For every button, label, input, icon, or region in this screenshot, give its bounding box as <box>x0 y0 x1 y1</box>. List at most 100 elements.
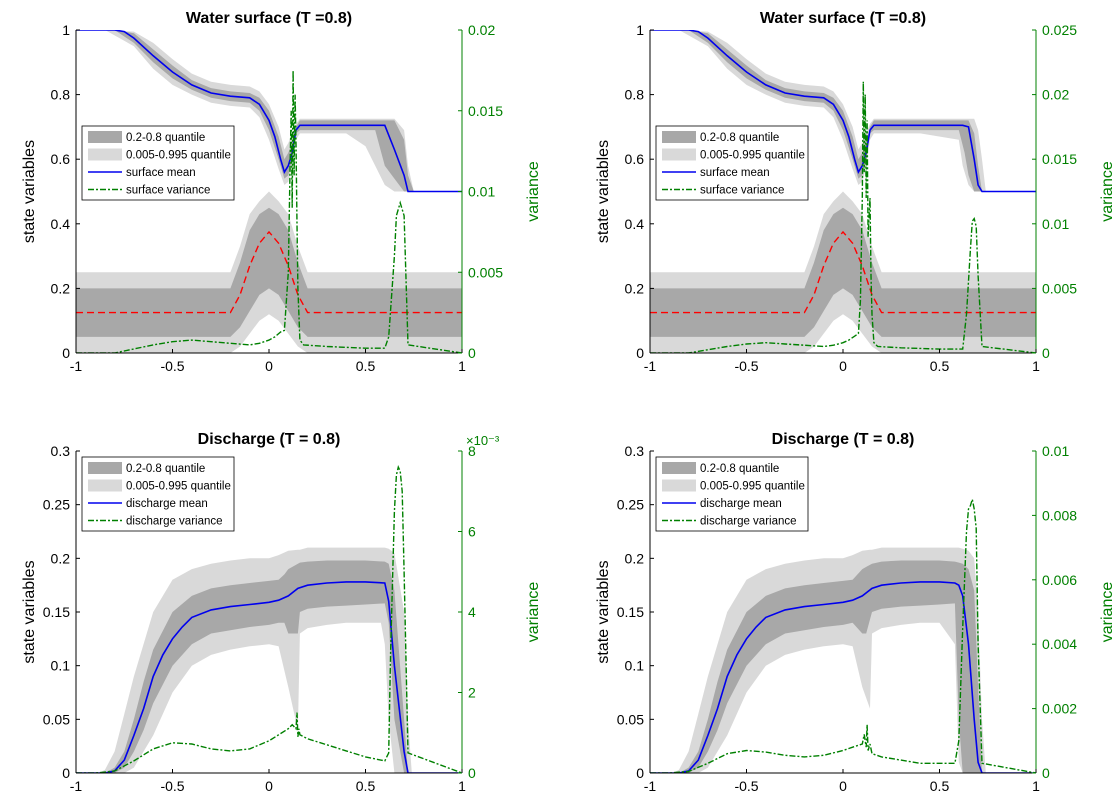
legend-label: surface mean <box>126 167 196 179</box>
y2-tick-label: 0 <box>468 345 476 361</box>
y-tick-label: 0.25 <box>617 497 644 513</box>
legend-label: 0.005-0.995 quantile <box>126 481 231 493</box>
mean-line <box>650 581 1036 773</box>
legend-label: discharge mean <box>700 498 782 510</box>
y2-axis-label: variance <box>525 582 542 643</box>
chart-title: Water surface (T =0.8) <box>186 10 352 27</box>
y2-tick-label: 0.015 <box>468 103 503 119</box>
legend-swatch <box>88 131 122 143</box>
y2-tick-label: 6 <box>468 524 476 540</box>
y-tick-label: 0.8 <box>625 87 645 103</box>
y-tick-label: 0.8 <box>51 87 71 103</box>
y-tick-label: 0 <box>62 345 70 361</box>
x-tick-label: -1 <box>70 358 83 374</box>
y-axis-label: state variables <box>21 140 38 243</box>
y2-tick-label: 2 <box>468 685 476 701</box>
variance-line <box>650 499 1036 773</box>
x-tick-label: -0.5 <box>734 778 758 794</box>
surface-band-inner <box>76 30 462 192</box>
legend-label: 0.005-0.995 quantile <box>126 150 231 162</box>
y-tick-label: 0.1 <box>625 658 645 674</box>
x-tick-label: -1 <box>70 778 83 794</box>
legend-label: discharge variance <box>700 516 797 528</box>
legend-swatch <box>88 148 122 161</box>
y-tick-label: 0.05 <box>43 711 70 727</box>
legend-swatch <box>662 148 696 161</box>
chart-panel-3: -1 -0.5 0 0.5 100.050.10.150.20.250.302468×1… <box>21 431 542 794</box>
legend-swatch <box>662 131 696 143</box>
x-tick-label: -1 <box>644 358 657 374</box>
y2-axis-label: variance <box>1099 161 1116 222</box>
surface-band-inner <box>650 30 1036 192</box>
x-tick-label: -0.5 <box>160 358 184 374</box>
legend-label: surface mean <box>700 167 770 179</box>
legend-label: surface variance <box>700 185 784 197</box>
surface-band-inner <box>650 560 1036 773</box>
x-tick-label: 1 <box>458 778 466 794</box>
legend-label: 0.005-0.995 quantile <box>700 150 805 162</box>
y-tick-label: 0.2 <box>625 550 645 566</box>
y2-tick-label: 0 <box>468 765 476 781</box>
mean-line <box>76 581 462 773</box>
y-tick-label: 0.6 <box>625 151 645 167</box>
y2-tick-label: 0.02 <box>468 22 495 38</box>
y2-tick-label: 0.015 <box>1042 151 1077 167</box>
y-axis-label: state variables <box>21 560 38 663</box>
y-tick-label: 0.2 <box>51 550 71 566</box>
y-tick-label: 0.2 <box>625 280 645 296</box>
chart-title: Water surface (T =0.8) <box>760 10 926 27</box>
y2-tick-label: 0.005 <box>1042 280 1077 296</box>
x-tick-label: 1 <box>1032 778 1040 794</box>
y2-tick-label: 0.01 <box>1042 216 1069 232</box>
y-axis-label: state variables <box>595 140 612 243</box>
legend-label: surface variance <box>126 185 210 197</box>
legend-label: 0.2-0.8 quantile <box>700 463 779 475</box>
legend-swatch <box>662 479 696 492</box>
y2-tick-label: 0 <box>1042 345 1050 361</box>
bathymetry-band-inner <box>650 207 1036 337</box>
bathymetry-band-inner <box>76 207 462 337</box>
plot-area <box>650 499 1036 773</box>
y-tick-label: 0.15 <box>617 604 644 620</box>
legend-swatch <box>88 462 122 474</box>
y2-tick-label: 0 <box>1042 765 1050 781</box>
plot-area <box>650 30 1036 353</box>
y-tick-label: 0 <box>636 345 644 361</box>
y2-exponent-label: ×10⁻³ <box>466 433 500 448</box>
legend: 0.2-0.8 quantile 0.005-0.995 quantile surf… <box>655 125 809 201</box>
y2-tick-label: 0.01 <box>1042 443 1069 459</box>
mean-line <box>650 30 1036 193</box>
y2-tick-label: 0.02 <box>1042 87 1069 103</box>
y2-tick-label: 8 <box>468 443 476 459</box>
y-tick-label: 0.15 <box>43 604 70 620</box>
variance-line <box>76 70 462 353</box>
y-tick-label: 0.6 <box>51 151 71 167</box>
x-tick-label: 0 <box>839 358 847 374</box>
y-tick-label: 0.05 <box>617 711 644 727</box>
bathymetry-line <box>76 230 462 314</box>
y2-tick-label: 0.008 <box>1042 507 1077 523</box>
y-tick-label: 0.3 <box>51 443 71 459</box>
y-tick-label: 0.4 <box>625 216 645 232</box>
chart-title: Discharge (T = 0.8) <box>772 431 915 448</box>
plot-area <box>76 30 462 353</box>
legend: 0.2-0.8 quantile 0.005-0.995 quantile disc… <box>655 456 809 532</box>
legend-swatch <box>88 479 122 492</box>
variance-line <box>650 81 1036 353</box>
x-tick-label: 1 <box>458 358 466 374</box>
y2-tick-label: 0.002 <box>1042 701 1077 717</box>
legend-swatch <box>662 462 696 474</box>
mean-line <box>76 30 462 193</box>
y-tick-label: 0.2 <box>51 280 71 296</box>
x-tick-label: 0.5 <box>930 778 950 794</box>
legend-label: 0.2-0.8 quantile <box>126 463 205 475</box>
x-tick-label: -1 <box>644 778 657 794</box>
bathymetry-line <box>650 230 1036 314</box>
legend-label: discharge variance <box>126 516 223 528</box>
x-tick-label: 0 <box>839 778 847 794</box>
y2-axis-label: variance <box>525 161 542 222</box>
y-tick-label: 1 <box>62 22 70 38</box>
y2-tick-label: 0.01 <box>468 184 495 200</box>
variance-line <box>76 465 462 773</box>
